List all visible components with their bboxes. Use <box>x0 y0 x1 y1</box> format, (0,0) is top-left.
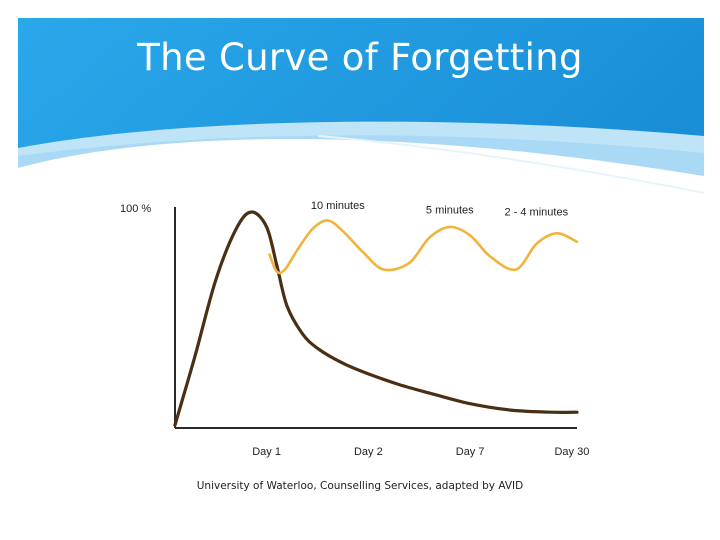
review-curve-line <box>268 219 579 275</box>
annotation-label-0: 10 minutes <box>311 200 365 212</box>
x-tick-label-3: Day 30 <box>554 446 589 458</box>
retention-curve-line <box>173 210 579 427</box>
source-caption: University of Waterloo, Counselling Serv… <box>196 480 524 492</box>
x-tick-label-2: Day 7 <box>456 446 485 458</box>
annotation-label-2: 2 - 4 minutes <box>504 206 568 218</box>
slide-title: The Curve of Forgetting <box>137 36 583 79</box>
annotation-label-1: 5 minutes <box>426 204 474 216</box>
header-wave-line <box>317 135 704 194</box>
y-tick-label-100: 100 % <box>120 203 151 215</box>
header-background <box>18 18 704 198</box>
chart-area-background <box>110 182 585 472</box>
x-tick-label-0: Day 1 <box>252 446 281 458</box>
x-tick-label-1: Day 2 <box>354 446 383 458</box>
